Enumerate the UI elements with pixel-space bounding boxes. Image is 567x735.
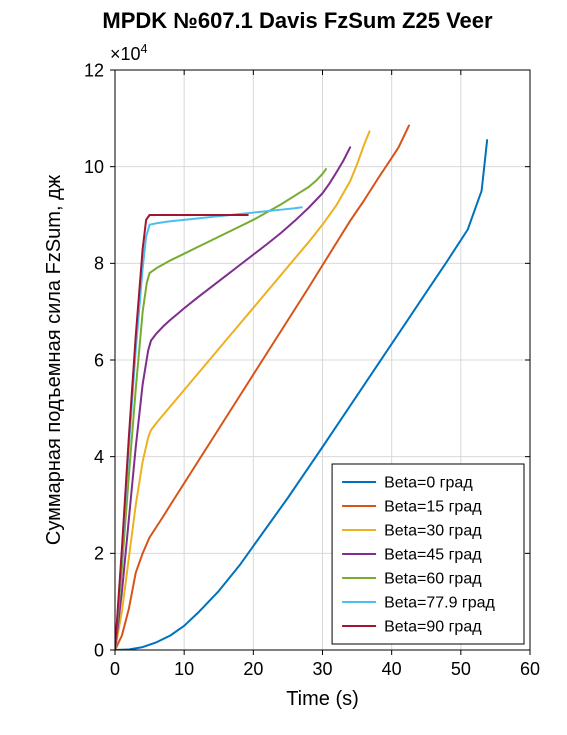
- legend-label: Beta=77.9 град: [384, 595, 495, 612]
- xtick-label: 0: [110, 659, 120, 679]
- ytick-label: 12: [84, 60, 104, 80]
- ytick-label: 4: [94, 447, 104, 467]
- line-chart: 0102030405060024681012×104MPDK №607.1 Da…: [0, 0, 567, 735]
- ytick-label: 2: [94, 544, 104, 564]
- xtick-label: 10: [174, 659, 194, 679]
- xtick-label: 30: [312, 659, 332, 679]
- x-axis-label: Time (s): [286, 688, 359, 710]
- y-axis-label: Суммарная подъемная сила FzSum, дж: [43, 174, 65, 545]
- xtick-label: 40: [382, 659, 402, 679]
- ytick-label: 6: [94, 350, 104, 370]
- xtick-label: 50: [451, 659, 471, 679]
- legend-label: Beta=30 град: [384, 523, 482, 540]
- xtick-label: 20: [243, 659, 263, 679]
- legend-label: Beta=0 град: [384, 475, 473, 492]
- chart-title: MPDK №607.1 Davis FzSum Z25 Veer: [102, 8, 493, 33]
- legend-label: Beta=15 град: [384, 499, 482, 516]
- legend-label: Beta=60 град: [384, 571, 482, 588]
- legend-label: Beta=45 град: [384, 547, 482, 564]
- legend: Beta=0 град Beta=15 град Beta=30 град Beta=…: [332, 464, 524, 644]
- legend-label: Beta=90 град: [384, 619, 482, 636]
- ytick-label: 0: [94, 640, 104, 660]
- ytick-label: 10: [84, 157, 104, 177]
- ytick-label: 8: [94, 254, 104, 274]
- xtick-label: 60: [520, 659, 540, 679]
